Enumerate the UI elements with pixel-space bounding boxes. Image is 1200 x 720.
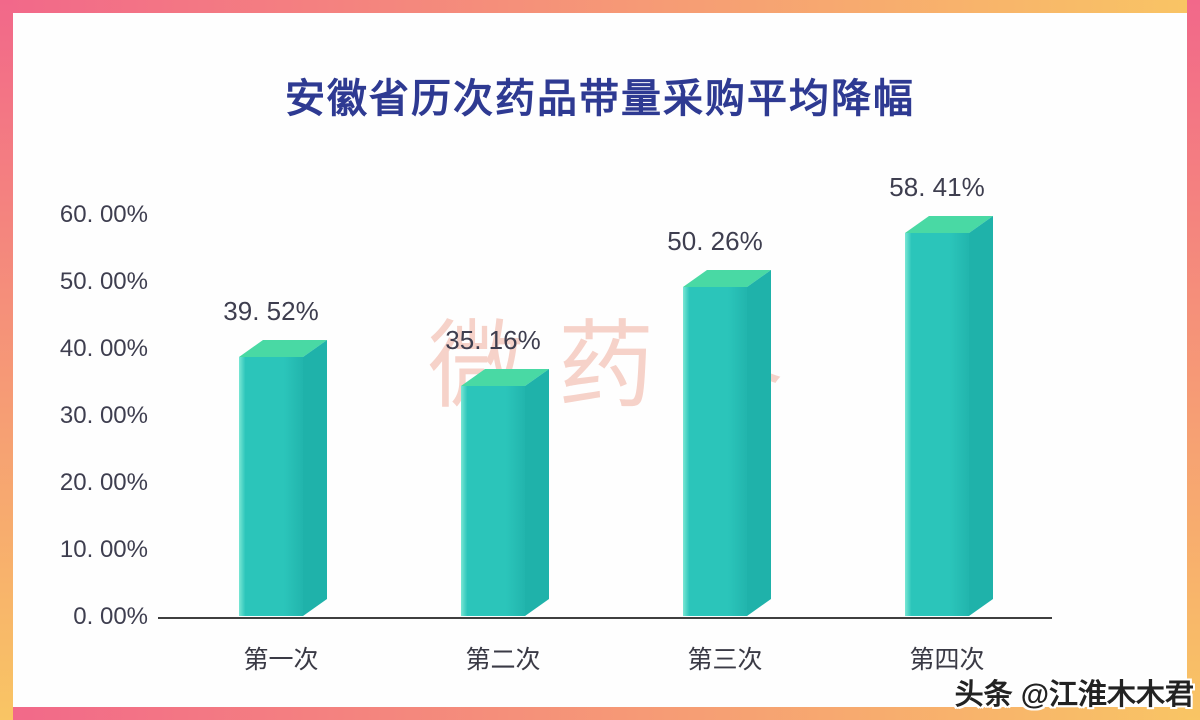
x-axis-label: 第一次 [243,646,319,674]
bar-top-face [461,369,549,386]
bar-side-face [969,216,993,616]
x-axis-line [158,617,1052,619]
bar-top-face [905,216,993,233]
y-tick-label: 50. 00% [59,268,148,295]
bar-side-face [525,369,549,616]
bar-side-face [303,340,327,616]
x-axis-label: 第二次 [465,646,541,674]
gradient-border-left [0,0,13,720]
bar-value-label: 35. 16% [445,325,541,355]
bar-3d [905,216,993,616]
chart-title: 安徽省历次药品带量采购平均降幅 [285,77,915,121]
bar-3d [239,340,327,616]
y-tick-label: 0. 00% [73,603,148,630]
gradient-border-top [0,0,1200,13]
x-axis-label: 第三次 [687,646,763,674]
gradient-border-bottom [0,707,1200,720]
bar-front-face [239,357,303,616]
y-tick-label: 30. 00% [59,402,148,429]
bar-front-face [683,287,747,616]
bar-front-face [461,386,525,616]
bar-top-face [683,270,771,287]
bar-value-label: 58. 41% [889,172,985,202]
gradient-border-right [1187,0,1200,720]
y-tick-label: 20. 00% [59,469,148,496]
y-tick-label: 40. 00% [59,335,148,362]
bar-front-face [905,233,969,616]
bar-3d [461,369,549,616]
x-axis-label: 第四次 [909,646,985,674]
y-tick-label: 10. 00% [59,536,148,563]
bar-value-label: 39. 52% [223,296,319,326]
bar-top-face [239,340,327,357]
corner-watermark: 头条 @江淮木木君 [954,679,1194,711]
bar-3d [683,270,771,616]
bar-value-label: 50. 26% [667,226,763,256]
y-tick-label: 60. 00% [59,201,148,228]
bar-side-face [747,270,771,616]
